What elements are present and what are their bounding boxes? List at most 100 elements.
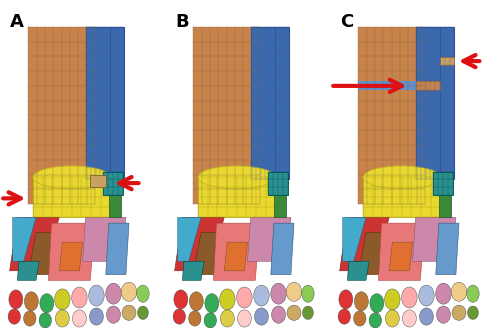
Ellipse shape (254, 285, 269, 306)
Ellipse shape (9, 290, 23, 309)
Polygon shape (82, 217, 126, 261)
Ellipse shape (220, 289, 235, 310)
Ellipse shape (369, 313, 382, 328)
Ellipse shape (418, 285, 434, 306)
Ellipse shape (271, 283, 286, 304)
Ellipse shape (204, 313, 216, 328)
Ellipse shape (467, 285, 479, 302)
Polygon shape (178, 217, 201, 261)
Ellipse shape (88, 285, 104, 306)
Polygon shape (48, 223, 95, 280)
Polygon shape (340, 217, 389, 271)
Polygon shape (174, 217, 224, 271)
Ellipse shape (272, 306, 285, 323)
Ellipse shape (370, 294, 384, 313)
Polygon shape (416, 27, 440, 81)
Polygon shape (10, 217, 59, 271)
Ellipse shape (338, 309, 350, 324)
Polygon shape (358, 27, 425, 81)
Ellipse shape (106, 283, 121, 304)
Polygon shape (193, 27, 260, 204)
Polygon shape (106, 223, 129, 275)
Ellipse shape (468, 306, 478, 319)
Ellipse shape (138, 306, 148, 319)
Ellipse shape (24, 311, 36, 326)
Text: B: B (175, 13, 188, 31)
Ellipse shape (386, 310, 400, 327)
Polygon shape (109, 193, 121, 217)
Polygon shape (28, 233, 64, 275)
Polygon shape (276, 27, 289, 179)
Ellipse shape (40, 294, 54, 313)
Ellipse shape (72, 310, 86, 327)
Polygon shape (358, 81, 425, 90)
Polygon shape (363, 177, 440, 217)
Ellipse shape (402, 287, 417, 308)
Polygon shape (274, 193, 286, 217)
Polygon shape (389, 242, 412, 271)
Polygon shape (416, 81, 440, 90)
Polygon shape (440, 65, 454, 179)
Polygon shape (440, 27, 454, 57)
Polygon shape (182, 261, 204, 280)
Ellipse shape (54, 289, 70, 310)
Ellipse shape (121, 282, 137, 301)
Ellipse shape (402, 310, 416, 327)
Ellipse shape (8, 309, 20, 324)
Polygon shape (432, 172, 453, 195)
Polygon shape (436, 223, 459, 275)
Polygon shape (13, 217, 36, 261)
Polygon shape (348, 261, 369, 280)
Ellipse shape (287, 305, 301, 320)
Ellipse shape (198, 166, 276, 189)
Text: C: C (340, 13, 353, 31)
Polygon shape (214, 223, 260, 280)
Ellipse shape (302, 285, 314, 302)
Ellipse shape (384, 289, 400, 310)
Ellipse shape (90, 308, 104, 325)
Polygon shape (18, 261, 39, 280)
Polygon shape (271, 223, 294, 275)
Ellipse shape (173, 309, 186, 324)
Polygon shape (250, 27, 276, 179)
Ellipse shape (39, 313, 52, 328)
Ellipse shape (302, 306, 314, 319)
Ellipse shape (24, 292, 38, 311)
Polygon shape (86, 27, 110, 179)
Ellipse shape (420, 308, 434, 325)
Ellipse shape (363, 166, 440, 189)
Ellipse shape (236, 287, 252, 308)
Ellipse shape (436, 306, 450, 323)
Polygon shape (358, 233, 394, 275)
Polygon shape (439, 193, 451, 217)
Polygon shape (440, 57, 454, 65)
Ellipse shape (436, 283, 451, 304)
Polygon shape (193, 233, 229, 275)
Ellipse shape (339, 290, 353, 309)
Polygon shape (248, 217, 291, 261)
Polygon shape (416, 90, 440, 179)
Ellipse shape (354, 292, 368, 311)
Polygon shape (343, 217, 366, 261)
Ellipse shape (122, 305, 136, 320)
Polygon shape (90, 175, 106, 187)
Polygon shape (198, 177, 276, 217)
Polygon shape (110, 27, 124, 179)
Ellipse shape (188, 311, 201, 326)
Ellipse shape (254, 308, 268, 325)
Ellipse shape (205, 294, 219, 313)
Ellipse shape (452, 305, 466, 320)
Ellipse shape (56, 310, 70, 327)
Polygon shape (60, 242, 82, 271)
Ellipse shape (286, 282, 302, 301)
Ellipse shape (174, 290, 188, 309)
Polygon shape (33, 177, 110, 217)
Polygon shape (224, 242, 248, 271)
Text: A: A (10, 13, 24, 31)
Ellipse shape (33, 166, 110, 189)
Polygon shape (102, 172, 123, 195)
Polygon shape (378, 223, 425, 280)
Polygon shape (268, 172, 288, 195)
Ellipse shape (72, 287, 87, 308)
Ellipse shape (238, 310, 252, 327)
